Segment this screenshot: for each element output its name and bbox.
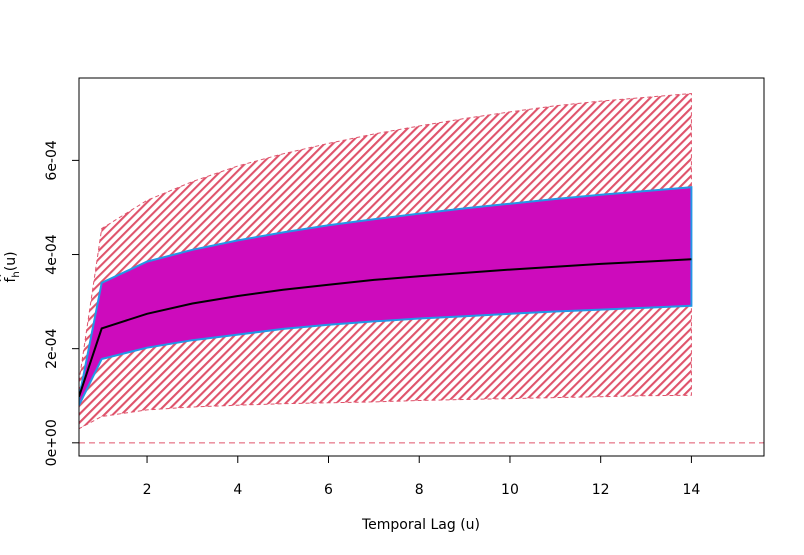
y-tick-label: 2e-04	[44, 328, 60, 368]
x-tick-label: 2	[143, 482, 152, 498]
y-tick-label: 6e-04	[44, 140, 60, 180]
x-tick-label: 6	[324, 482, 333, 498]
inner-band	[79, 186, 693, 406]
x-axis-label: Temporal Lag (u)	[361, 517, 480, 533]
x-tick-label: 14	[683, 482, 701, 498]
x-tick-label: 8	[415, 482, 424, 498]
y-axis-label: fh(u) ^	[0, 251, 22, 282]
svg-text:fh(u): fh(u)	[3, 251, 22, 282]
x-tick-label: 4	[233, 482, 242, 498]
y-tick-label: 0e+00	[44, 419, 60, 466]
y-tick-label: 4e-04	[44, 234, 60, 274]
estimate-line	[79, 258, 692, 398]
x-tick-label: 10	[501, 482, 519, 498]
x-tick-label: 12	[592, 482, 610, 498]
y-axis: 0e+00 2e-04 4e-04 6e-04	[44, 140, 80, 466]
svg-text:^: ^	[0, 273, 9, 282]
x-axis: 2 4 6 8 10 12 14	[143, 455, 701, 498]
